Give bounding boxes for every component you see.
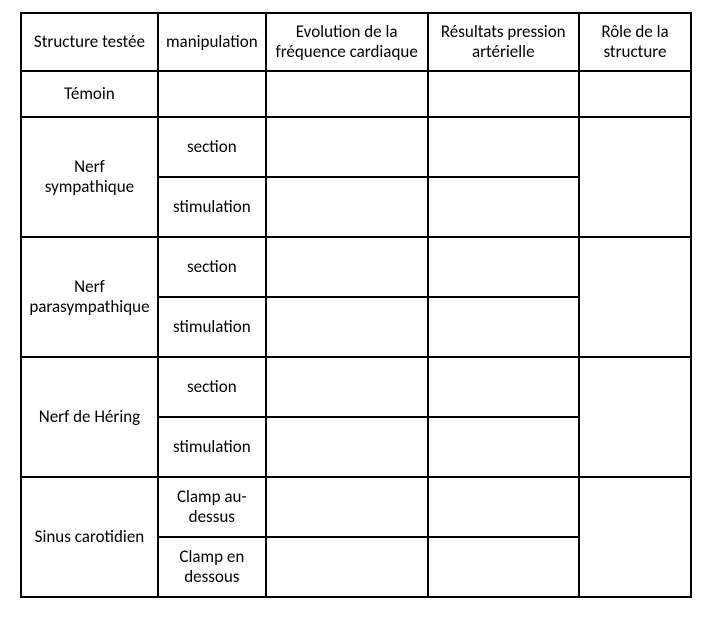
cell-manip-parasympathique-2: stimulation xyxy=(158,297,266,357)
row-temoin: Témoin xyxy=(21,71,691,117)
cell-evo-parasympathique-2 xyxy=(266,297,428,357)
header-pression: Résultats pression artérielle xyxy=(428,13,579,71)
cell-structure-hering: Nerf de Héring xyxy=(21,357,158,477)
row-sympathique-section: Nerf sympathique section xyxy=(21,117,691,177)
cell-manip-temoin xyxy=(158,71,266,117)
cell-role-hering xyxy=(579,357,691,477)
cell-role-parasympathique xyxy=(579,237,691,357)
cell-evo-sinus-1 xyxy=(266,477,428,537)
header-role: Rôle de la structure xyxy=(579,13,691,71)
header-row: Structure testée manipulation Evolution … xyxy=(21,13,691,71)
cell-evo-sinus-2 xyxy=(266,537,428,597)
row-hering-section: Nerf de Héring section xyxy=(21,357,691,417)
cell-structure-sympathique: Nerf sympathique xyxy=(21,117,158,237)
cell-role-sympathique xyxy=(579,117,691,237)
cell-manip-sympathique-2: stimulation xyxy=(158,177,266,237)
cell-structure-sinus: Sinus carotidien xyxy=(21,477,158,597)
header-structure: Structure testée xyxy=(21,13,158,71)
cell-structure-temoin: Témoin xyxy=(21,71,158,117)
cell-manip-sinus-2: Clamp en dessous xyxy=(158,537,266,597)
cell-press-sinus-1 xyxy=(428,477,579,537)
cell-manip-parasympathique-1: section xyxy=(158,237,266,297)
cell-evo-hering-1 xyxy=(266,357,428,417)
cell-evo-hering-2 xyxy=(266,417,428,477)
cell-evo-sympathique-1 xyxy=(266,117,428,177)
cell-role-temoin xyxy=(579,71,691,117)
header-manipulation: manipulation xyxy=(158,13,266,71)
physiology-table: Structure testée manipulation Evolution … xyxy=(20,12,692,598)
cell-press-parasympathique-1 xyxy=(428,237,579,297)
row-sinus-clamp-dessus: Sinus carotidien Clamp au-dessus xyxy=(21,477,691,537)
cell-manip-hering-2: stimulation xyxy=(158,417,266,477)
cell-press-parasympathique-2 xyxy=(428,297,579,357)
cell-manip-hering-1: section xyxy=(158,357,266,417)
row-parasympathique-section: Nerf parasympathique section xyxy=(21,237,691,297)
cell-press-sympathique-2 xyxy=(428,177,579,237)
cell-press-sympathique-1 xyxy=(428,117,579,177)
cell-role-sinus xyxy=(579,477,691,597)
cell-structure-parasympathique: Nerf parasympathique xyxy=(21,237,158,357)
cell-evo-sympathique-2 xyxy=(266,177,428,237)
header-evolution: Evolution de la fréquence cardiaque xyxy=(266,13,428,71)
cell-evo-temoin xyxy=(266,71,428,117)
cell-manip-sinus-1: Clamp au-dessus xyxy=(158,477,266,537)
cell-press-sinus-2 xyxy=(428,537,579,597)
cell-press-hering-2 xyxy=(428,417,579,477)
cell-manip-sympathique-1: section xyxy=(158,117,266,177)
cell-press-temoin xyxy=(428,71,579,117)
cell-press-hering-1 xyxy=(428,357,579,417)
cell-evo-parasympathique-1 xyxy=(266,237,428,297)
